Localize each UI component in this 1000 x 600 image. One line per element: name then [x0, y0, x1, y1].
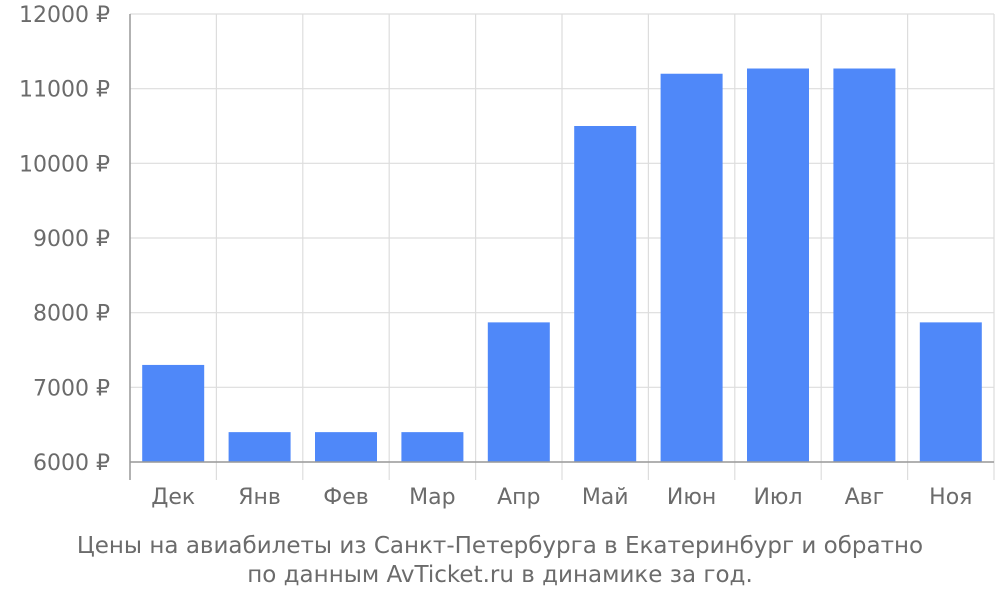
bar	[228, 432, 291, 462]
x-tick-label: Янв	[238, 485, 281, 510]
x-tick-label: Июн	[667, 485, 716, 510]
bar	[747, 68, 809, 463]
caption-line-2: по данным AvTicket.ru в динамике за год.	[247, 562, 753, 588]
bar	[315, 432, 377, 462]
caption-line-1: Цены на авиабилеты из Санкт-Петербурга в…	[76, 533, 924, 559]
y-tick-label: 9000 ₽	[33, 227, 110, 252]
bar	[919, 322, 982, 462]
y-tick-label: 6000 ₽	[33, 451, 110, 476]
bar-chart: 6000 ₽ 7000 ₽ 8000 ₽ 9000 ₽ 10000 ₽ 11000 ₽ 12…	[19, 3, 995, 510]
chart-caption: Цены на авиабилеты из Санкт-Петербурга в…	[0, 532, 1000, 590]
x-tick-label: Авг	[845, 485, 885, 510]
x-tick-label: Июл	[753, 485, 802, 510]
bars	[142, 68, 982, 463]
y-tick-label: 10000 ₽	[19, 152, 110, 177]
bar	[142, 364, 205, 462]
y-tick-label: 12000 ₽	[19, 3, 110, 28]
y-tick-label: 11000 ₽	[19, 78, 110, 103]
x-tick-label: Апр	[497, 485, 540, 510]
y-tick-label: 8000 ₽	[33, 302, 110, 327]
axes	[129, 14, 995, 480]
bar	[574, 126, 637, 462]
y-tick-label: 7000 ₽	[33, 376, 110, 401]
x-tick-label: Мар	[409, 485, 455, 510]
bar	[660, 73, 723, 462]
x-tick-label: Ноя	[929, 485, 972, 510]
bar	[487, 322, 550, 462]
bar	[833, 68, 896, 463]
grid-lines	[129, 13, 995, 463]
bar	[401, 432, 464, 462]
x-tick-label: Дек	[151, 485, 195, 510]
y-axis-tick-labels: 6000 ₽ 7000 ₽ 8000 ₽ 9000 ₽ 10000 ₽ 11000 ₽ 12…	[19, 3, 110, 476]
x-tick-label: Фев	[323, 485, 368, 510]
x-axis-tick-labels: Дек Янв Фев Мар Апр Май Июн Июл Авг Ноя	[151, 485, 972, 510]
x-tick-label: Май	[582, 485, 629, 510]
